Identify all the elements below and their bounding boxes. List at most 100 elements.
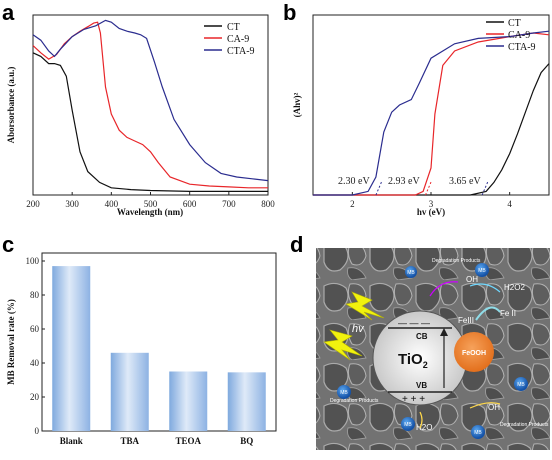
chart-a-xtick-label: 200 bbox=[26, 199, 40, 209]
svg-text:MB: MB bbox=[474, 430, 482, 436]
chart-b-series-line-ct bbox=[313, 63, 550, 196]
chart-c-ticks: 0 20 40 60 80 100 Blank TBA TEOA BQ bbox=[26, 256, 254, 446]
chart-c-category-label: TBA bbox=[120, 436, 139, 446]
chart-b-series-line-ca9 bbox=[313, 32, 550, 196]
light-bolt-icon bbox=[323, 329, 363, 361]
mb-molecule-icon: MB bbox=[337, 385, 351, 399]
chart-c-frame bbox=[41, 252, 277, 432]
chart-c: 0 20 40 60 80 100 Blank TBA TEOA BQ MB Removal ra… bbox=[6, 252, 277, 446]
chart-b-tangent-line bbox=[481, 180, 489, 196]
chart-b-series bbox=[313, 30, 550, 196]
chart-a-xlabel: Wavelength (nm) bbox=[117, 207, 183, 217]
mb-molecule-icon: MB bbox=[405, 266, 417, 278]
panel-label-c: c bbox=[2, 232, 14, 257]
chart-a-legend: CT CA-9 CTA-9 bbox=[204, 22, 255, 57]
chart-c-ytick-label: 0 bbox=[35, 426, 40, 436]
chart-a-xtick-label: 500 bbox=[144, 199, 158, 209]
chart-c-category-label: BQ bbox=[240, 436, 253, 446]
svg-text:MB: MB bbox=[478, 268, 486, 274]
chart-b-xtick-label: 2 bbox=[350, 199, 355, 209]
mb-molecule-icon: MB bbox=[471, 425, 485, 439]
reaction-arrow bbox=[429, 281, 459, 297]
legend-b-label-ca9: CA-9 bbox=[508, 30, 530, 41]
svg-text:MB: MB bbox=[517, 382, 525, 388]
legend-a-label-ct: CT bbox=[227, 22, 240, 33]
mechanism-schematic: hv CB VB TiO2 — — — + + + FeOOH FeIII Fe… bbox=[316, 248, 550, 450]
svg-text:MB: MB bbox=[404, 422, 412, 428]
chart-c-bar-tba bbox=[110, 352, 149, 431]
chart-a-xtick-label: 300 bbox=[65, 199, 79, 209]
panel-label-d: d bbox=[290, 232, 303, 257]
cb-label: CB bbox=[416, 332, 428, 341]
chart-a-series-line-cta9 bbox=[32, 19, 269, 182]
chart-b-xtick-label: 3 bbox=[429, 199, 434, 209]
fe3-label: FeIII bbox=[458, 316, 474, 325]
oh-label-top: OH bbox=[466, 275, 478, 284]
chart-a-xtick-label: 400 bbox=[105, 199, 119, 209]
chart-b-series-line-cta9 bbox=[313, 30, 550, 196]
chart-a-xtick-label: 800 bbox=[261, 199, 275, 209]
svg-text:MB: MB bbox=[407, 270, 415, 276]
legend-a-label-ca9: CA-9 bbox=[227, 34, 249, 45]
panel-label-a: a bbox=[2, 0, 15, 25]
degradation-label-left: Degradation Products bbox=[330, 398, 379, 404]
chart-a-series-line-ct bbox=[32, 52, 268, 192]
chart-c-bar-bq bbox=[227, 372, 266, 431]
electron-charges: — — — bbox=[398, 318, 430, 328]
mb-molecule-icon: MB bbox=[401, 417, 415, 431]
chart-a-ticks: 200 300 400 500 600 700 800 bbox=[26, 192, 275, 209]
svg-text:MB: MB bbox=[340, 390, 348, 396]
h2o-label: H2O bbox=[416, 423, 432, 432]
chart-a-ylabel: Aborsorbance (a.u.) bbox=[6, 67, 16, 144]
chart-c-bar-teoa bbox=[169, 371, 208, 431]
fe-cycle-arrow bbox=[475, 306, 501, 321]
chart-a: 200 300 400 500 600 700 800 Wavelength (nm) Ab… bbox=[6, 14, 275, 217]
chart-c-ytick-label: 60 bbox=[30, 324, 40, 334]
chart-c-bar-blank bbox=[52, 266, 91, 431]
chart-b-tangent-line bbox=[375, 180, 383, 196]
reaction-arrow bbox=[419, 411, 423, 429]
chart-b-legend: CT CA-9 CTA-9 bbox=[486, 18, 536, 53]
annotation-gap-ca9: 2.93 eV bbox=[388, 176, 420, 187]
legend-b-label-cta9: CTA-9 bbox=[508, 42, 536, 53]
chart-b-xlabel: hv (eV) bbox=[417, 207, 445, 217]
h2o2-label: H2O2 bbox=[504, 283, 525, 292]
chart-b-xtick-label: 4 bbox=[507, 199, 512, 209]
chart-c-bars bbox=[52, 266, 266, 431]
degradation-label-top: Degradation Products bbox=[432, 258, 481, 264]
chart-b-tangent-line bbox=[425, 180, 432, 196]
chart-c-category-label: TEOA bbox=[175, 436, 201, 446]
fe2-label: Fe II bbox=[500, 309, 516, 318]
chart-b-ylabel: (Ahv)² bbox=[292, 92, 302, 117]
chart-c-category-label: Blank bbox=[60, 436, 83, 446]
reaction-arrow bbox=[469, 283, 501, 293]
annotation-gap-ct: 3.65 eV bbox=[449, 176, 481, 187]
chart-c-ylabel: MB Removal rate (%) bbox=[6, 299, 16, 385]
chart-c-ytick-label: 80 bbox=[30, 290, 40, 300]
feooh-label: FeOOH bbox=[462, 350, 486, 357]
chart-a-xtick-label: 600 bbox=[183, 199, 197, 209]
hv-label: hv bbox=[352, 323, 365, 335]
chart-a-series bbox=[32, 19, 269, 192]
feooh-particle bbox=[454, 332, 494, 372]
panel-label-b: b bbox=[283, 0, 296, 25]
chart-a-xtick-label: 700 bbox=[222, 199, 236, 209]
tio2-label: TiO2 bbox=[398, 351, 428, 370]
mb-molecule-icon: MB bbox=[475, 263, 489, 277]
legend-a-label-cta9: CTA-9 bbox=[227, 46, 255, 57]
reaction-arrow bbox=[469, 402, 501, 409]
vb-label: VB bbox=[416, 381, 427, 390]
chart-c-ytick-label: 100 bbox=[26, 256, 40, 266]
degradation-label-right: Degradation Products bbox=[500, 422, 549, 428]
chart-b: 2 3 4 hv (eV) (Ahv)² CT CA-9 CTA-9 2.30 eV… bbox=[292, 14, 550, 217]
legend-b-label-ct: CT bbox=[508, 18, 521, 29]
chart-a-series-line-ca9 bbox=[32, 21, 268, 189]
mb-molecule-icon: MB bbox=[514, 377, 528, 391]
light-bolt-icon bbox=[345, 291, 385, 321]
oh-label-bottom: OH bbox=[488, 403, 500, 412]
hole-charges: + + + bbox=[402, 394, 425, 405]
chart-c-ytick-label: 20 bbox=[30, 392, 40, 402]
annotation-gap-cta9: 2.30 eV bbox=[338, 176, 370, 187]
chart-c-ytick-label: 40 bbox=[30, 358, 40, 368]
